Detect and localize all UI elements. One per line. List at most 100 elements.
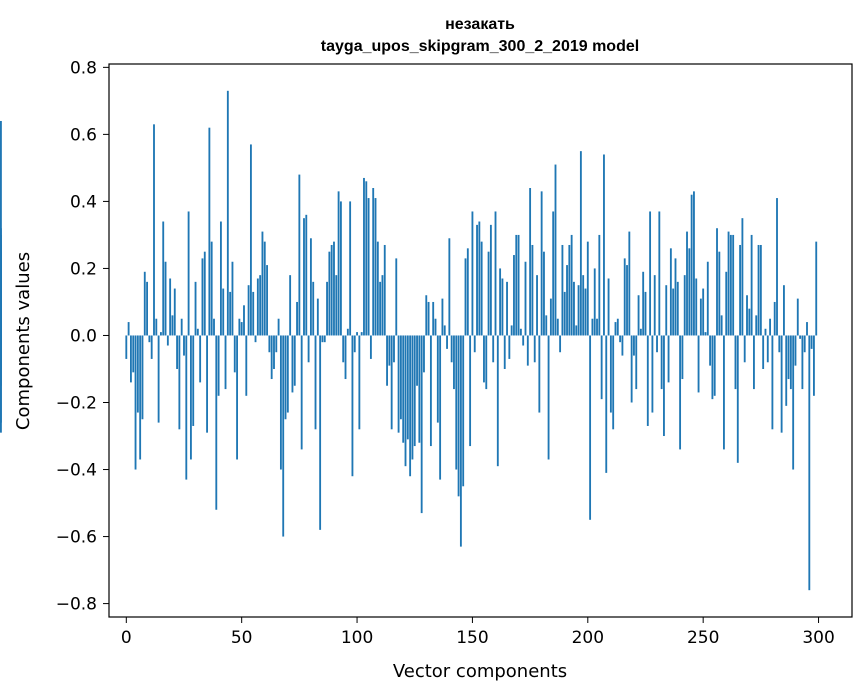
bar-225 xyxy=(644,291,647,336)
x-axis: 0 50 100 150 200 250 300 xyxy=(121,617,835,648)
bar-159 xyxy=(492,335,495,363)
bar-85 xyxy=(321,335,324,343)
bar-74 xyxy=(296,301,298,336)
bar-27 xyxy=(187,211,190,336)
bar-255 xyxy=(713,335,716,396)
bar-47 xyxy=(233,335,236,373)
bar-284 xyxy=(780,335,783,433)
bar-59 xyxy=(261,231,264,336)
bar-153 xyxy=(478,221,481,336)
bar-173 xyxy=(524,261,527,336)
bar-261 xyxy=(727,231,730,336)
bar-280 xyxy=(771,335,774,430)
bar-3 xyxy=(132,335,135,373)
bar-115 xyxy=(390,335,393,430)
bar-77 xyxy=(303,218,305,336)
bar-205 xyxy=(598,234,601,336)
bar-146 xyxy=(462,335,465,487)
bar-206 xyxy=(600,335,603,400)
bar-161 xyxy=(496,335,499,467)
bar-295 xyxy=(806,322,808,336)
bar-52 xyxy=(245,335,248,396)
bar-42 xyxy=(222,288,225,336)
y-tick-label: −0.6 xyxy=(56,528,97,548)
bar-93 xyxy=(339,201,342,336)
bar-178 xyxy=(536,275,538,336)
bar-57 xyxy=(256,278,259,336)
bar-238 xyxy=(674,258,677,336)
bar-156 xyxy=(485,335,488,390)
x-axis-label: Vector components xyxy=(393,661,567,682)
bar-246 xyxy=(693,191,695,336)
bar-143 xyxy=(455,335,458,470)
bar-211 xyxy=(612,335,615,430)
bar-266 xyxy=(739,244,742,336)
bar-182 xyxy=(545,315,548,336)
bar-167 xyxy=(510,325,513,336)
bar-237 xyxy=(672,288,675,336)
bar-119 xyxy=(399,335,402,420)
y-tick-label: 0.0 xyxy=(70,326,97,346)
bar-91 xyxy=(335,275,338,336)
bar-193 xyxy=(570,234,573,336)
bar-116 xyxy=(393,335,395,363)
bar-201 xyxy=(589,335,592,520)
bar-71 xyxy=(289,275,292,336)
bar-277 xyxy=(764,328,767,336)
bar-15 xyxy=(159,332,162,336)
y-tick-label: −0.2 xyxy=(56,394,97,414)
bar-285 xyxy=(783,285,785,336)
bar-287 xyxy=(787,335,790,380)
chart-title: незакать xyxy=(445,16,515,33)
bar-undefined xyxy=(0,228,2,336)
bar-151 xyxy=(473,335,476,353)
bar-undefined xyxy=(0,335,2,423)
bar-86 xyxy=(323,335,326,343)
bar-273 xyxy=(755,315,758,336)
bar-235 xyxy=(667,335,670,383)
bar-245 xyxy=(690,194,693,336)
bar-39 xyxy=(215,335,218,510)
bar-12 xyxy=(153,124,155,336)
bar-279 xyxy=(769,318,772,336)
bar-212 xyxy=(614,322,617,336)
bar-147 xyxy=(464,258,467,336)
bar-83 xyxy=(316,298,319,336)
bar-219 xyxy=(630,335,633,403)
bar-274 xyxy=(757,244,760,336)
bar-103 xyxy=(363,177,365,336)
bar-78 xyxy=(305,214,308,336)
bar-121 xyxy=(404,335,407,467)
bar-94 xyxy=(342,335,345,363)
bar-55 xyxy=(252,291,255,336)
bar-125 xyxy=(413,335,416,447)
bar-4 xyxy=(134,335,137,470)
bar-49 xyxy=(238,318,241,336)
bar-28 xyxy=(189,335,192,460)
bar-68 xyxy=(282,335,285,537)
bar-149 xyxy=(469,335,472,447)
bar-171 xyxy=(519,328,522,336)
bar-113 xyxy=(386,335,388,386)
bar-140 xyxy=(448,238,451,336)
bar-183 xyxy=(547,335,550,460)
bar-191 xyxy=(566,265,568,336)
bar-51 xyxy=(243,305,245,336)
bar-172 xyxy=(522,335,525,346)
bar-184 xyxy=(549,298,552,336)
bar-224 xyxy=(642,271,645,336)
bar-215 xyxy=(621,335,624,356)
bar-128 xyxy=(420,335,423,514)
bar-239 xyxy=(676,281,679,336)
bar-45 xyxy=(229,291,232,336)
bar-40 xyxy=(217,335,220,396)
bar-229 xyxy=(653,275,656,336)
bar-291 xyxy=(796,298,799,336)
bar-202 xyxy=(591,318,594,336)
bar-109 xyxy=(376,241,379,336)
bar-150 xyxy=(471,211,474,336)
bar-137 xyxy=(441,298,444,336)
bar-108 xyxy=(374,198,377,336)
bar-87 xyxy=(326,281,328,336)
